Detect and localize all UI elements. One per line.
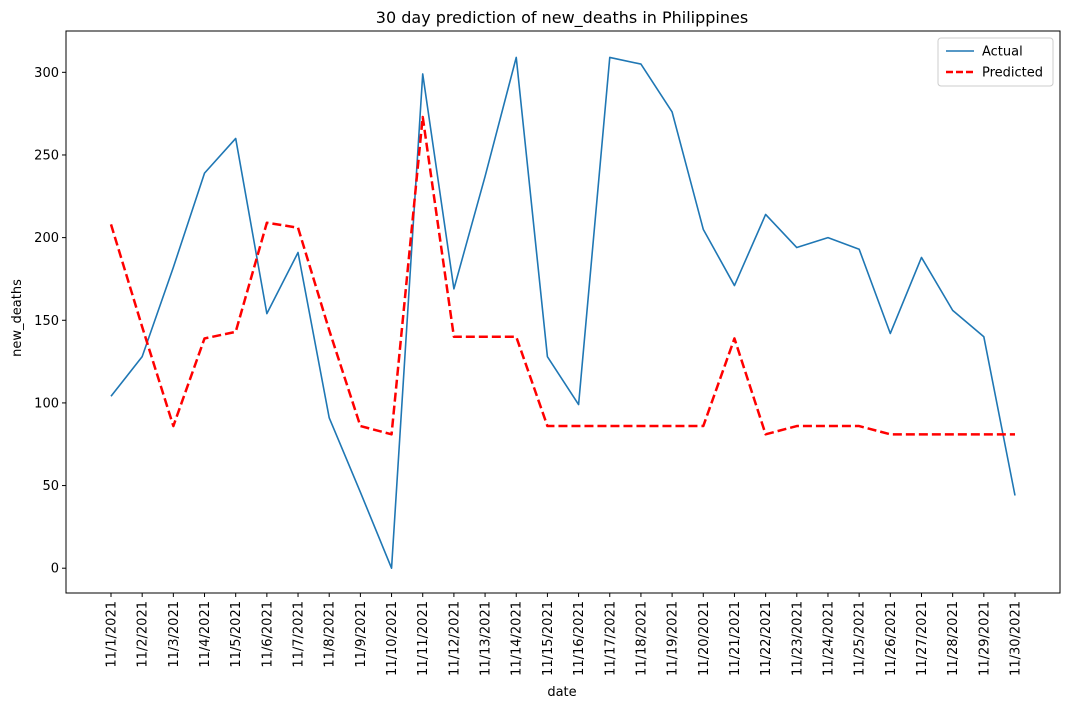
x-tick-label: 11/3/2021 (167, 601, 182, 668)
x-axis: 11/1/2021 11/2/2021 11/3/2021 11/4/2021 11/5… (105, 593, 1024, 676)
x-tick-label: 11/21/2021 (728, 601, 743, 676)
x-tick-label: 11/9/2021 (354, 601, 369, 668)
x-tick-label: 11/11/2021 (416, 601, 431, 676)
x-tick-label: 11/24/2021 (821, 601, 836, 676)
y-axis: 0 50 100 150 200 250 300 (34, 66, 66, 577)
y-axis-title: new_deaths (10, 279, 25, 357)
x-tick-label: 11/1/2021 (105, 601, 120, 668)
y-tick-label: 150 (34, 314, 59, 329)
plot-frame (65, 30, 1061, 594)
y-tick-label: 200 (34, 231, 59, 246)
y-tick-label: 100 (34, 396, 59, 411)
x-tick-label: 11/18/2021 (634, 601, 649, 676)
x-tick-label: 11/30/2021 (1009, 601, 1024, 676)
x-tick-label: 11/25/2021 (853, 601, 868, 676)
x-tick-label: 11/5/2021 (229, 601, 244, 668)
chart-title: 30 day prediction of new_deaths in Phili… (376, 8, 748, 28)
series-line-actual (110, 56, 1016, 570)
series-line-predicted (109, 115, 1015, 436)
x-tick-label: 11/8/2021 (323, 601, 338, 668)
plot-area (109, 56, 1016, 570)
x-tick-label: 11/2/2021 (136, 601, 151, 668)
y-tick-label: 300 (34, 66, 59, 81)
x-tick-label: 11/22/2021 (759, 601, 774, 676)
legend-label-actual: Actual (982, 45, 1023, 60)
x-axis-title: date (547, 685, 576, 700)
x-tick-label: 11/20/2021 (697, 601, 712, 676)
x-tick-label: 11/27/2021 (915, 601, 930, 676)
x-tick-label: 11/16/2021 (572, 601, 587, 676)
legend-box (937, 37, 1054, 87)
x-tick-label: 11/12/2021 (447, 601, 462, 676)
x-tick-label: 11/7/2021 (292, 601, 307, 668)
x-tick-label: 11/26/2021 (884, 601, 899, 676)
y-tick-label: 0 (51, 562, 59, 577)
x-tick-label: 11/19/2021 (666, 601, 681, 676)
x-tick-label: 11/4/2021 (198, 601, 213, 668)
legend: Actual Predicted (937, 37, 1054, 87)
x-tick-label: 11/10/2021 (385, 601, 400, 676)
x-tick-label: 11/29/2021 (977, 601, 992, 676)
x-tick-label: 11/17/2021 (603, 601, 618, 676)
x-tick-label: 11/13/2021 (479, 601, 494, 676)
x-tick-label: 11/28/2021 (946, 601, 961, 676)
y-tick-label: 50 (42, 479, 59, 494)
x-tick-label: 11/23/2021 (790, 601, 805, 676)
legend-label-predicted: Predicted (982, 66, 1043, 81)
y-tick-label: 250 (34, 148, 59, 163)
x-tick-label: 11/15/2021 (541, 601, 556, 676)
x-tick-label: 11/14/2021 (510, 601, 525, 676)
x-tick-label: 11/6/2021 (260, 601, 275, 668)
